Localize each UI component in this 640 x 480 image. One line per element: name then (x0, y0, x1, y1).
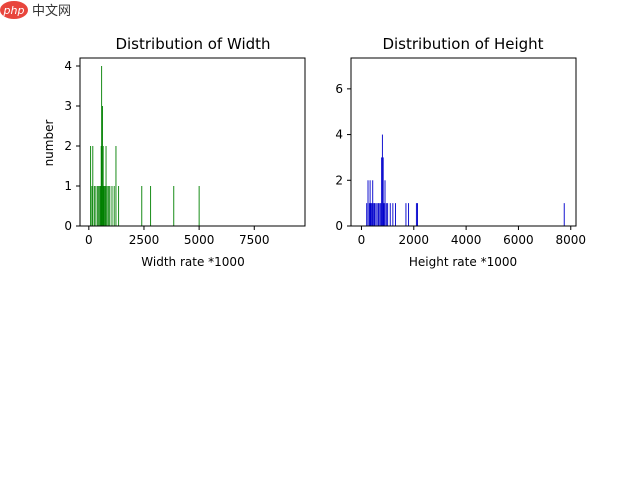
width-bar (98, 186, 100, 226)
height-x-tick-label: 2000 (399, 233, 430, 247)
width-bar (95, 186, 97, 226)
php-logo-badge (0, 1, 28, 19)
height-bar (378, 203, 379, 226)
height-y-tick-label: 6 (335, 82, 343, 96)
height-bar (381, 134, 383, 226)
width-bar (100, 186, 101, 226)
php-logo-text: php (3, 4, 25, 17)
height-bar (415, 203, 417, 226)
height-bar (395, 203, 396, 226)
width-distribution-chart: Distribution of Width number Width rate … (42, 35, 306, 269)
height-bar (563, 203, 565, 226)
width-bar (101, 66, 103, 226)
width-x-tick-label: 7500 (239, 233, 270, 247)
width-x-tick-label: 2500 (129, 233, 160, 247)
width-bar (90, 146, 92, 226)
height-bar (376, 203, 378, 226)
height-bar (389, 203, 391, 226)
width-bar (113, 186, 115, 226)
width-bar (102, 146, 104, 226)
width-chart-frame (79, 57, 306, 227)
height-chart-xlabel: Height rate *1000 (409, 255, 517, 269)
height-bar (368, 203, 370, 226)
height-bar (374, 203, 376, 226)
height-bar (366, 203, 368, 226)
width-chart-ylabel: number (42, 120, 56, 167)
width-bar (141, 186, 143, 226)
width-bar (91, 186, 93, 226)
width-bar (93, 186, 95, 226)
width-bar (115, 146, 117, 226)
width-x-tick-label: 5000 (184, 233, 215, 247)
width-bar (103, 186, 105, 226)
height-bar (381, 157, 383, 226)
width-bar (97, 186, 99, 226)
height-bar (392, 203, 394, 226)
width-bar (198, 186, 200, 226)
width-bar (104, 186, 106, 226)
width-bar (173, 186, 175, 226)
php-cn-watermark-logo: php 中文网 (0, 1, 71, 19)
height-bar (417, 203, 418, 226)
height-x-tick-label: 8000 (555, 233, 586, 247)
height-chart-ticks: 0 2000 4000 6000 8000 0 2 4 6 (335, 82, 586, 247)
height-bar (384, 180, 386, 226)
height-bar (369, 180, 371, 226)
height-bar (385, 203, 387, 226)
height-bar (375, 203, 377, 226)
height-x-tick-label: 6000 (503, 233, 534, 247)
width-chart-xlabel: Width rate *1000 (141, 255, 244, 269)
height-bar (382, 157, 384, 226)
width-y-tick-label: 1 (64, 179, 72, 193)
width-y-tick-label: 2 (64, 139, 72, 153)
height-bar (370, 203, 372, 226)
width-bar (99, 186, 101, 226)
width-bar (108, 186, 110, 226)
width-bar (102, 106, 103, 226)
width-chart-title: Distribution of Width (115, 35, 270, 53)
height-chart-bars (366, 134, 565, 226)
width-chart-ticks: 0 2500 5000 7500 0 1 2 3 4 (64, 59, 269, 247)
height-bar (383, 203, 385, 226)
height-bar (405, 203, 407, 226)
width-bar (150, 186, 152, 226)
width-bar (111, 186, 113, 226)
height-x-tick-label: 0 (358, 233, 366, 247)
height-chart-title: Distribution of Height (382, 35, 543, 53)
width-chart-bars (90, 66, 200, 226)
height-bar (373, 203, 375, 226)
width-bar (92, 146, 94, 226)
height-bar (380, 203, 382, 226)
height-bar (408, 203, 410, 226)
height-bar (367, 180, 369, 226)
width-bar (106, 186, 108, 226)
height-bar (387, 203, 389, 226)
width-y-tick-label: 0 (64, 219, 72, 233)
height-bar (372, 180, 374, 226)
width-bar (109, 186, 111, 226)
width-bar (105, 146, 107, 226)
height-y-tick-label: 0 (335, 219, 343, 233)
height-distribution-chart: Distribution of Height Height rate *1000… (335, 35, 586, 269)
height-chart-frame (350, 57, 577, 227)
width-y-tick-label: 4 (64, 59, 72, 73)
height-x-tick-label: 4000 (451, 233, 482, 247)
height-y-tick-label: 2 (335, 173, 343, 187)
width-x-tick-label: 0 (85, 233, 93, 247)
height-y-tick-label: 4 (335, 128, 343, 142)
php-cn-logo-text: 中文网 (32, 4, 71, 19)
width-y-tick-label: 3 (64, 99, 72, 113)
height-bar (379, 203, 381, 226)
width-bar (118, 186, 120, 226)
height-bar (371, 203, 373, 226)
